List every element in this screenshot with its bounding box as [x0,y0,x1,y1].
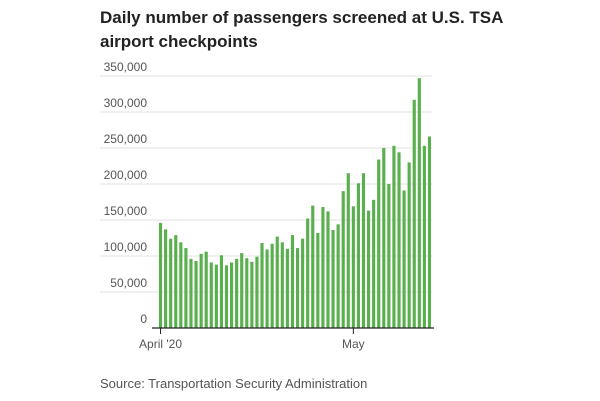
bar [321,207,325,328]
bar [199,253,203,328]
bar [377,159,381,328]
bar [235,258,239,328]
bar [265,249,269,328]
y-tick-label: 300,000 [104,96,148,110]
bar [184,248,188,328]
y-tick-label: 150,000 [104,204,148,218]
bar [179,242,183,328]
bar [301,238,305,328]
bar [356,183,360,328]
bar [427,136,432,328]
bar [392,145,396,328]
bar [361,173,366,328]
bar [316,232,320,328]
bar [194,261,198,328]
bar [224,265,229,328]
chart-title: Daily number of passengers screened at U… [100,8,503,51]
x-tick-label: May [342,337,365,351]
x-tick-label: April '20 [139,337,182,351]
bar [331,230,335,328]
bar [158,222,163,328]
bar [250,261,254,328]
y-tick-label: 250,000 [104,132,148,146]
bar [336,224,340,328]
bar [169,238,173,328]
bar [306,218,310,328]
bar [285,248,289,328]
bar [230,262,234,328]
bar [417,78,421,328]
bar [382,148,386,328]
bar [174,235,178,328]
bar [245,258,249,328]
bar [164,229,168,328]
bar [260,243,264,328]
bar [209,262,213,328]
bar [422,145,426,328]
bar [407,162,411,328]
bar [270,243,274,328]
bar [346,173,350,328]
bar [189,258,193,328]
bar [397,152,401,328]
bar [240,253,244,328]
y-tick-label: 200,000 [104,168,148,182]
bar [214,264,218,328]
y-tick-label: 100,000 [104,240,148,254]
bar [219,255,223,328]
source-note: Source: Transportation Security Administ… [100,376,368,391]
bar [387,184,391,328]
bar [204,251,208,328]
bar [372,199,376,328]
bar [412,99,416,328]
bar [295,248,300,328]
bar [351,206,355,328]
y-tick-label: 350,000 [104,60,148,74]
bar [280,242,284,328]
bar [290,235,295,328]
bar [255,256,259,328]
bar [326,211,330,328]
bar [367,210,371,328]
bar [275,236,279,328]
bar [311,205,315,328]
bar [341,191,345,328]
bar [402,190,406,328]
y-tick-label: 50,000 [110,276,147,290]
y-tick-label: 0 [140,312,147,326]
